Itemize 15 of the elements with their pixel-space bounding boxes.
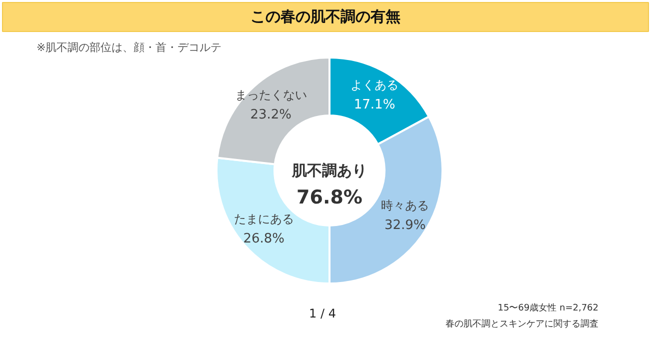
data-label: 32.9% — [384, 218, 426, 234]
text: ※肌不調の部位は、顔・首・デコルテ — [36, 41, 222, 54]
text: 76.8% — [296, 186, 362, 208]
text: 肌不調あり — [291, 162, 367, 180]
slice-label: たまにある — [234, 212, 294, 226]
slice-label: 時々ある — [381, 198, 430, 213]
text: 15〜69歳女性 n=2,762 — [498, 302, 599, 314]
data-label: 23.2% — [250, 107, 292, 122]
slice-label: よくある — [350, 78, 399, 92]
data-label: 26.8% — [243, 232, 285, 247]
chart-title: この春の肌不調の有無 — [250, 8, 400, 26]
slice-label: まったくない — [234, 88, 307, 102]
text: 春の肌不調とスキンケアに関する調査 — [446, 318, 598, 330]
data-label: 17.1% — [354, 97, 396, 112]
text: 1 / 4 — [309, 306, 336, 320]
